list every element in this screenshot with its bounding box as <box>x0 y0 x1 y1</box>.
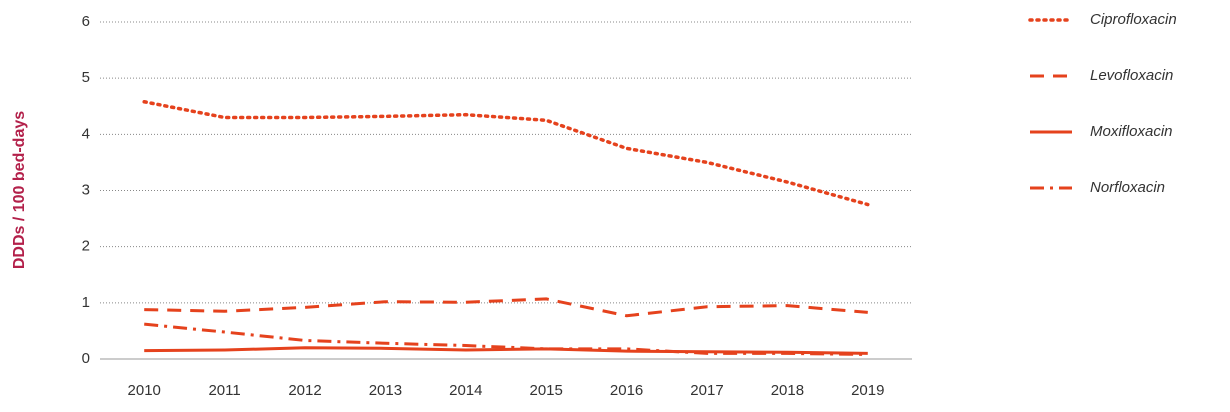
series-line <box>144 297 868 318</box>
x-tick-label: 2010 <box>128 382 161 399</box>
y-tick-label: 3 <box>82 181 90 198</box>
legend-text: Moxifloxacin <box>1090 123 1173 140</box>
series-line <box>142 100 870 207</box>
x-tick-label: 2015 <box>530 382 563 399</box>
y-tick-label: 4 <box>82 125 90 142</box>
x-tick-label: 2019 <box>851 382 884 399</box>
legend-text: Ciprofloxacin <box>1090 11 1177 28</box>
x-tick-label: 2011 <box>208 382 240 399</box>
y-tick-label: 5 <box>82 69 90 86</box>
legend-text: Levofloxacin <box>1090 67 1173 84</box>
x-tick-label: 2016 <box>610 382 643 399</box>
y-tick-label: 0 <box>82 350 90 367</box>
x-tick-label: 2017 <box>690 382 723 399</box>
y-tick-label: 6 <box>82 13 90 30</box>
series-line <box>144 346 868 355</box>
x-tick-label: 2012 <box>288 382 321 399</box>
x-tick-label: 2018 <box>771 382 804 399</box>
legend-text: Norfloxacin <box>1090 179 1165 196</box>
x-tick-label: 2013 <box>369 382 402 399</box>
y-tick-label: 2 <box>82 238 90 255</box>
x-tick-label: 2014 <box>449 382 482 399</box>
series-line <box>144 322 868 357</box>
y-axis-label: DDDs / 100 bed-days <box>11 111 28 269</box>
y-tick-label: 1 <box>82 294 90 311</box>
